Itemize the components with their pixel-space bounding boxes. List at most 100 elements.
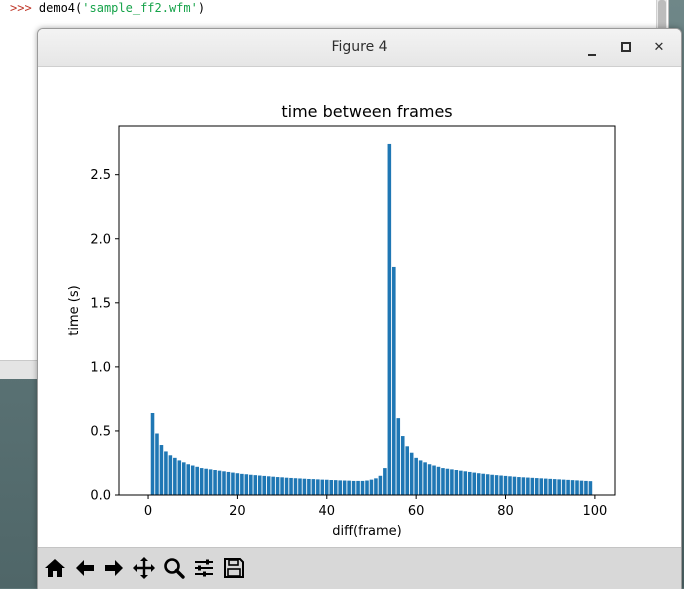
bar	[369, 479, 374, 496]
pan-icon	[133, 557, 155, 579]
maximize-icon	[621, 42, 631, 52]
configure-subplots-button[interactable]	[190, 554, 218, 582]
home-button[interactable]	[41, 554, 69, 582]
terminal-close-paren: )	[197, 1, 206, 15]
bar	[293, 478, 298, 495]
bar-series	[150, 143, 593, 496]
close-button[interactable]: ✕	[647, 29, 671, 66]
bar	[249, 474, 253, 495]
y-axis-ticks: 0.0 0.5 1.0 1.5 2.0 2.5	[90, 168, 119, 504]
terminal-command-line: >>> demo4('sample_ff2.wfm')	[10, 1, 205, 15]
x-axis-label: diff(frame)	[332, 524, 402, 539]
minimize-icon	[588, 54, 596, 56]
x-axis-ticks: 0 20 40 60 80 100	[144, 495, 607, 519]
bar	[159, 445, 164, 495]
bar	[347, 480, 351, 495]
x-tick-label: 80	[497, 504, 514, 519]
x-tick-label: 60	[408, 504, 425, 519]
bar	[316, 479, 320, 495]
bar	[423, 462, 427, 495]
figure-window[interactable]: Figure 4 ✕ 0 20 40 60 80 100 0.0 0.5 1.0 1.5 2.0 2…	[37, 28, 682, 589]
bar	[235, 473, 240, 495]
zoom-icon	[164, 558, 185, 579]
pan-button[interactable]	[130, 554, 158, 582]
bar	[588, 481, 593, 495]
bar	[289, 477, 293, 495]
bar	[213, 470, 217, 495]
bar	[333, 480, 338, 495]
bar	[485, 474, 490, 495]
bar	[271, 476, 275, 495]
bar	[445, 468, 450, 495]
back-button[interactable]	[71, 554, 99, 582]
bar-chart: 0 20 40 60 80 100 0.0 0.5 1.0 1.5 2.0 2.5 time bet…	[67, 102, 616, 539]
bar	[222, 471, 226, 495]
bar	[552, 479, 557, 495]
terminal-scroll-thumb[interactable]	[658, 0, 666, 36]
y-axis-label: time (s)	[67, 285, 82, 335]
bar	[467, 471, 472, 495]
bar	[543, 478, 548, 495]
bar	[307, 478, 311, 495]
figure-toolbar	[38, 547, 681, 589]
bar	[199, 468, 204, 495]
bar	[240, 473, 244, 495]
bar	[566, 479, 570, 495]
chart-title: time between frames	[281, 102, 452, 121]
y-tick-label: 1.0	[90, 360, 111, 375]
bar	[168, 455, 173, 495]
maximize-button[interactable]	[614, 29, 638, 66]
bar	[266, 476, 271, 495]
bar	[454, 470, 459, 495]
configure-subplots-icon	[195, 559, 213, 577]
terminal-argument: 'sample_ff2.wfm'	[82, 1, 198, 15]
bar	[414, 457, 418, 495]
bar	[217, 470, 222, 495]
bar	[427, 464, 432, 495]
bar	[472, 472, 477, 495]
bar	[557, 479, 561, 495]
save-button[interactable]	[220, 554, 248, 582]
bar	[182, 462, 186, 495]
close-icon: ✕	[653, 40, 665, 55]
minimize-button[interactable]	[580, 29, 604, 66]
forward-button[interactable]	[100, 554, 128, 582]
bar	[342, 480, 347, 495]
bar	[392, 266, 396, 495]
bar	[441, 468, 445, 495]
zoom-button[interactable]	[160, 554, 188, 582]
bar	[275, 477, 280, 495]
bar	[476, 473, 481, 495]
bar	[409, 452, 414, 495]
bar	[418, 460, 423, 495]
bar	[195, 466, 199, 495]
bar	[360, 480, 365, 495]
bar	[481, 473, 485, 495]
bar	[521, 477, 526, 495]
bar	[253, 475, 258, 495]
window-title: Figure 4	[331, 39, 388, 55]
bar	[226, 471, 231, 495]
bar	[494, 475, 499, 495]
bar	[280, 477, 284, 495]
figure-canvas[interactable]: 0 20 40 60 80 100 0.0 0.5 1.0 1.5 2.0 2.5 time bet…	[38, 67, 681, 547]
y-tick-label: 2.5	[90, 168, 111, 183]
bar	[503, 475, 508, 495]
bar	[338, 480, 342, 495]
bar	[575, 480, 579, 495]
bar	[459, 470, 463, 495]
home-icon	[45, 559, 65, 577]
bar	[325, 479, 329, 495]
bar	[351, 480, 356, 495]
bar	[539, 478, 544, 495]
bar	[508, 476, 512, 495]
bar	[329, 480, 334, 495]
bar	[257, 475, 262, 495]
bar	[164, 451, 168, 495]
bar	[432, 465, 436, 495]
bar	[302, 478, 307, 495]
bar	[365, 480, 369, 495]
window-titlebar[interactable]: Figure 4 ✕	[38, 29, 681, 67]
back-arrow-icon	[76, 560, 94, 576]
forward-arrow-icon	[105, 560, 123, 576]
